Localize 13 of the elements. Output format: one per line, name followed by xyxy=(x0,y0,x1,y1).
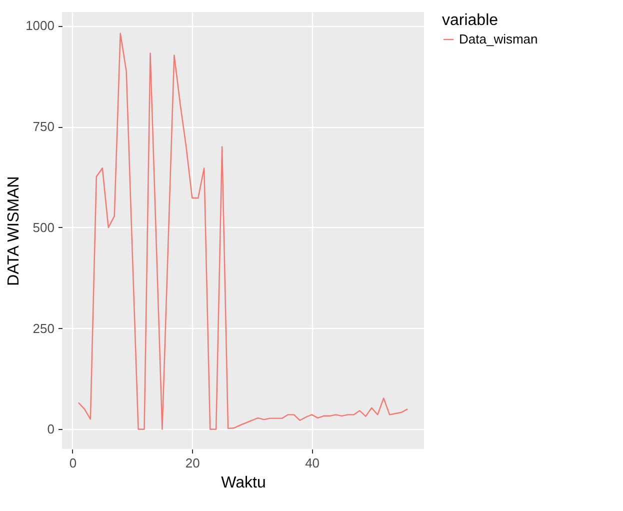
x-tick-label: 20 xyxy=(185,456,200,470)
y-axis-title: DATA WISMAN xyxy=(6,176,23,286)
y-tick-label: 0 xyxy=(47,422,54,437)
legend-label: Data_wisman xyxy=(459,32,538,46)
x-axis-title: Waktu xyxy=(221,474,266,492)
y-tick-label: 250 xyxy=(32,320,54,336)
y-tick-label: 1000 xyxy=(26,18,54,34)
y-tick-label: 500 xyxy=(32,220,54,235)
y-tick-label: 750 xyxy=(32,119,54,134)
legend-title: variable xyxy=(442,12,498,29)
line-series xyxy=(78,32,408,430)
x-tick-label: 0 xyxy=(69,456,77,470)
x-tick-label: 40 xyxy=(305,456,320,470)
